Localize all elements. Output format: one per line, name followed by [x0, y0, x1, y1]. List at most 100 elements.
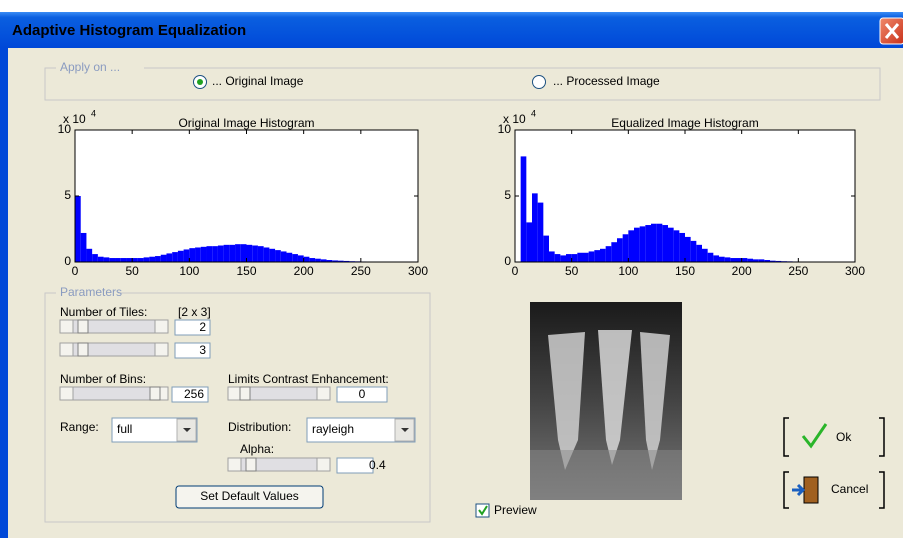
bone — [530, 450, 682, 500]
histogram-bar — [589, 251, 595, 262]
y-tick-label: 0 — [504, 254, 511, 268]
histogram-bar — [218, 246, 224, 263]
slider[interactable] — [228, 387, 330, 400]
histogram-bar — [269, 249, 275, 262]
x-tick-label: 150 — [236, 264, 256, 278]
slider[interactable] — [228, 458, 330, 471]
histogram-bar — [719, 257, 725, 262]
page: Adaptive Histogram Equalization Apply on… — [0, 0, 903, 538]
histogram-bar — [702, 249, 708, 262]
histogram-bar — [725, 257, 731, 262]
radio[interactable] — [533, 76, 546, 89]
radio-dot — [197, 79, 203, 85]
slider-arrow[interactable] — [155, 320, 168, 333]
histogram-bar — [645, 225, 651, 262]
edit-value[interactable]: 2 — [199, 320, 206, 334]
group-label: Apply on ... — [60, 60, 120, 74]
histogram-bar — [657, 224, 663, 262]
combo-value[interactable]: full — [117, 422, 132, 436]
histogram-bar — [674, 230, 680, 262]
slider-arrow[interactable] — [317, 387, 330, 400]
histogram-bar — [594, 250, 600, 262]
histogram-bar — [178, 251, 184, 262]
slider-arrow[interactable] — [60, 343, 73, 356]
slider[interactable] — [60, 387, 168, 400]
label: Distribution: — [228, 420, 291, 434]
histogram-bar — [566, 254, 572, 262]
label: Alpha: — [240, 442, 274, 456]
histogram-bar — [212, 246, 218, 262]
histogram-bar — [195, 247, 201, 262]
histogram-bar — [696, 245, 702, 262]
slider-arrow[interactable] — [228, 387, 241, 400]
x-tick-label: 0 — [512, 264, 519, 278]
group-label: Parameters — [60, 285, 122, 299]
slider-track[interactable] — [60, 343, 168, 356]
histogram-bar — [235, 244, 241, 262]
slider-track[interactable] — [60, 320, 168, 333]
dialog: Adaptive Histogram Equalization Apply on… — [0, 0, 903, 538]
radio-label[interactable]: ... Processed Image — [553, 74, 660, 88]
y-tick-label: 5 — [64, 188, 71, 202]
histogram-bar — [281, 251, 287, 262]
histogram-bar — [292, 254, 298, 262]
histogram-bar — [166, 253, 172, 262]
histogram-bar — [606, 246, 612, 262]
histogram-bar — [668, 228, 674, 262]
histogram-bar — [555, 254, 561, 262]
slider-arrow[interactable] — [155, 343, 168, 356]
slider-thumb[interactable] — [240, 387, 250, 400]
slider-arrow[interactable] — [60, 320, 73, 333]
plot-area — [75, 130, 418, 262]
radio-label[interactable]: ... Original Image — [212, 74, 304, 88]
slider-thumb[interactable] — [78, 320, 88, 333]
button-label[interactable]: Set Default Values — [200, 489, 299, 503]
slider-track[interactable] — [228, 458, 330, 471]
slider-arrow[interactable] — [60, 387, 73, 400]
edit-value[interactable]: 0.4 — [369, 458, 386, 472]
histogram-bar — [109, 258, 115, 262]
slider[interactable] — [60, 320, 168, 333]
chart-title: Original Image Histogram — [178, 116, 314, 130]
edit-value[interactable]: 3 — [199, 343, 206, 357]
x-tick-label: 300 — [845, 264, 865, 278]
histogram-bar — [144, 257, 150, 262]
slider-thumb[interactable] — [78, 343, 88, 356]
x-tick-label: 300 — [408, 264, 428, 278]
button-label[interactable]: Cancel — [831, 482, 868, 496]
histogram-bar — [521, 156, 527, 262]
histogram-bar — [241, 244, 247, 262]
x-tick-label: 150 — [675, 264, 695, 278]
edit-box[interactable] — [337, 458, 373, 473]
histogram-bar — [611, 242, 617, 262]
y-tick-label: 5 — [504, 188, 511, 202]
axis-exponent: 4 — [91, 108, 96, 118]
close-button[interactable] — [880, 18, 903, 44]
histogram-bar — [600, 249, 606, 262]
label: Number of Bins: — [60, 372, 146, 386]
door-icon — [804, 477, 818, 503]
axis-multiplier: x 10 — [503, 112, 526, 126]
histogram-bar — [708, 253, 714, 262]
histogram-bar — [634, 228, 640, 262]
slider[interactable] — [60, 343, 168, 356]
slider-thumb[interactable] — [246, 458, 256, 471]
histogram-bar — [224, 245, 230, 262]
histogram-bar — [572, 254, 578, 262]
edit-value[interactable]: 0 — [359, 387, 366, 401]
button-label[interactable]: Ok — [836, 430, 852, 444]
histogram-bar — [651, 224, 657, 262]
histogram-bar — [201, 247, 207, 262]
edit-value[interactable]: 256 — [184, 387, 204, 401]
slider-arrow[interactable] — [228, 458, 241, 471]
histogram-bar — [229, 245, 235, 262]
x-tick-label: 250 — [351, 264, 371, 278]
histogram-bar — [640, 226, 646, 262]
slider-thumb[interactable] — [150, 387, 160, 400]
slider-arrow[interactable] — [317, 458, 330, 471]
histogram-bar — [264, 247, 270, 262]
checkbox-label[interactable]: Preview — [494, 503, 537, 517]
histogram-bar — [247, 245, 253, 262]
combo-value[interactable]: rayleigh — [312, 422, 354, 436]
default-button[interactable]: Set Default Values — [176, 486, 323, 508]
